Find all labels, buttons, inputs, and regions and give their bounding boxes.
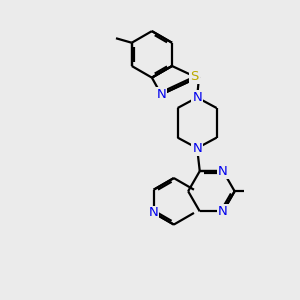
Text: N: N <box>192 91 202 104</box>
Text: N: N <box>218 165 228 178</box>
Text: N: N <box>149 206 159 219</box>
Text: N: N <box>218 205 228 218</box>
Text: S: S <box>190 70 199 83</box>
Text: N: N <box>192 142 202 154</box>
Text: N: N <box>156 88 166 101</box>
